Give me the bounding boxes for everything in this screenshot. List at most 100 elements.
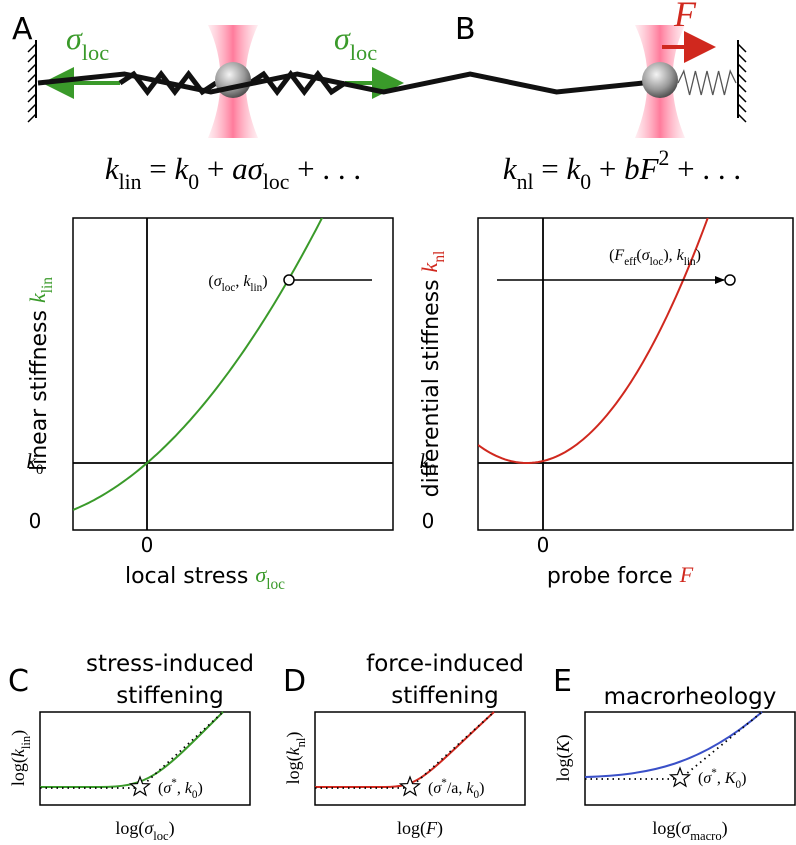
x-axis-label: log(σloc) xyxy=(115,818,174,843)
text-part: lin xyxy=(119,170,142,194)
text-part: ( xyxy=(158,780,163,797)
spring xyxy=(677,69,737,96)
y-axis-label: differential stiffness knl xyxy=(417,251,448,498)
panel-label: C xyxy=(8,664,29,699)
y-tick-label: 0 xyxy=(422,509,435,533)
text-part: B xyxy=(455,12,476,47)
inset-title: macrorheology xyxy=(604,684,777,710)
text-part: ) xyxy=(169,818,175,839)
text-part: σ xyxy=(703,770,712,787)
text-part: ( xyxy=(609,247,614,264)
force-label: σloc xyxy=(334,20,377,64)
text-part: k xyxy=(27,449,37,473)
annotation: (σ*/a, k0) xyxy=(428,777,484,801)
text-part: ) xyxy=(437,818,443,839)
inset-frame xyxy=(314,711,526,806)
text-part: k xyxy=(503,151,518,186)
x-axis-label: log(σmacro) xyxy=(652,818,727,843)
curve xyxy=(315,711,495,788)
text-part: lin xyxy=(39,277,56,294)
text-part: ) xyxy=(262,273,267,290)
panel-label: A xyxy=(12,12,33,47)
y-axis-label: log(knl) xyxy=(283,732,308,785)
text-part: 0 xyxy=(192,789,198,801)
text-part: σ xyxy=(334,20,351,56)
text-part: , xyxy=(235,273,243,290)
inset-frame xyxy=(584,711,796,806)
text-part: loc xyxy=(222,282,236,294)
text-part: + xyxy=(199,151,232,186)
inset-frame xyxy=(39,711,251,806)
text-part: ) xyxy=(722,818,728,839)
text-part: linear stiffness xyxy=(27,303,52,471)
y-tick-label: 0 xyxy=(29,509,42,533)
wall-hatch xyxy=(27,83,37,93)
star-marker xyxy=(398,775,422,797)
text-part: = xyxy=(142,151,175,186)
wall-hatch xyxy=(737,113,747,123)
text-part: 0 xyxy=(36,462,43,478)
y-axis-label: log(klin) xyxy=(8,730,33,786)
panel-label: D xyxy=(283,664,306,699)
inset-title: stress-induced xyxy=(86,651,254,677)
text-part: log( xyxy=(115,818,144,839)
text-part: stiffening xyxy=(116,683,224,709)
asymptote xyxy=(40,711,224,789)
wall-hatch xyxy=(27,43,37,53)
text-part: ) xyxy=(8,730,29,736)
plot-frame xyxy=(72,217,394,531)
x-axis-label: local stress σloc xyxy=(125,562,285,593)
text-part: F xyxy=(613,247,624,264)
point xyxy=(283,274,295,286)
inset-title: stiffening xyxy=(116,683,224,709)
star-marker xyxy=(668,766,692,788)
text-part: k xyxy=(417,261,442,272)
text-part: ( xyxy=(208,273,213,290)
wall-hatch xyxy=(27,103,37,113)
text-part: 0 xyxy=(422,509,435,533)
x-axis-label: log(F) xyxy=(397,818,443,839)
text-part: 0 xyxy=(429,462,436,478)
text-part: log( xyxy=(553,753,574,782)
text-part: log( xyxy=(397,818,426,839)
annotation: (Feff(σloc), klin) xyxy=(609,247,701,268)
text-part: nl xyxy=(294,737,308,747)
text-part: loc xyxy=(650,256,664,268)
point xyxy=(724,274,736,286)
wall-hatch xyxy=(27,63,37,73)
text-part: A xyxy=(12,12,33,47)
wall-hatch xyxy=(27,113,37,123)
text-part: + . . . xyxy=(289,151,361,186)
illustration-b xyxy=(27,25,747,138)
text-part: D xyxy=(283,664,306,699)
text-part: probe force xyxy=(547,564,680,589)
text-part: differential stiffness xyxy=(419,272,444,497)
text-part: * xyxy=(441,777,447,789)
inset-title: force-induced xyxy=(366,651,524,677)
y-axis-label: log(K) xyxy=(553,734,574,781)
text-part: k xyxy=(25,292,50,303)
text-part: eff xyxy=(624,256,636,268)
text-part: 0 xyxy=(141,533,154,557)
text-part: nl xyxy=(517,170,534,194)
x-axis-label: probe force F xyxy=(547,562,694,589)
text-part: k xyxy=(243,273,251,290)
text-part: k xyxy=(283,746,303,755)
text-part: 0 xyxy=(473,789,479,801)
text-part: lin xyxy=(19,735,33,749)
text-part: stiffening xyxy=(391,683,499,709)
wall-hatch xyxy=(737,103,747,113)
text-part: 0 xyxy=(188,170,199,194)
text-part: * xyxy=(171,777,177,789)
text-part: log( xyxy=(283,755,304,784)
force-label: F xyxy=(673,0,697,34)
text-part: F xyxy=(679,562,694,587)
text-part: 2 xyxy=(659,146,670,170)
text-part: σ xyxy=(433,780,442,797)
spring xyxy=(248,69,347,97)
equation: klin = k0 + aσloc + . . . xyxy=(105,151,361,194)
text-part: lin xyxy=(684,256,696,268)
text-part: K xyxy=(724,770,737,787)
text-part: ) xyxy=(553,734,574,740)
text-part: nl xyxy=(431,251,448,263)
